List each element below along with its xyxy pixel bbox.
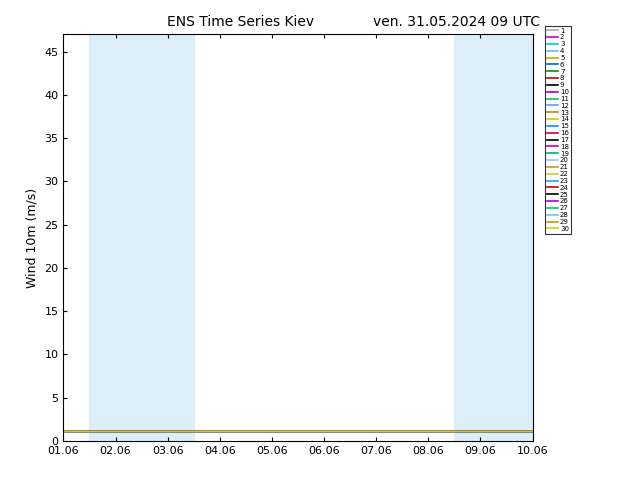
Y-axis label: Wind 10m (m/s): Wind 10m (m/s) <box>26 188 39 288</box>
Bar <box>89 34 141 441</box>
Bar <box>141 34 194 441</box>
Legend: 1, 2, 3, 4, 5, 6, 7, 8, 9, 10, 11, 12, 13, 14, 15, 16, 17, 18, 19, 20, 21, 22, 2: 1, 2, 3, 4, 5, 6, 7, 8, 9, 10, 11, 12, 1… <box>545 25 571 234</box>
Bar <box>507 34 559 441</box>
Text: ven. 31.05.2024 09 UTC: ven. 31.05.2024 09 UTC <box>373 15 540 29</box>
Text: ENS Time Series Kiev: ENS Time Series Kiev <box>167 15 314 29</box>
Bar <box>455 34 507 441</box>
